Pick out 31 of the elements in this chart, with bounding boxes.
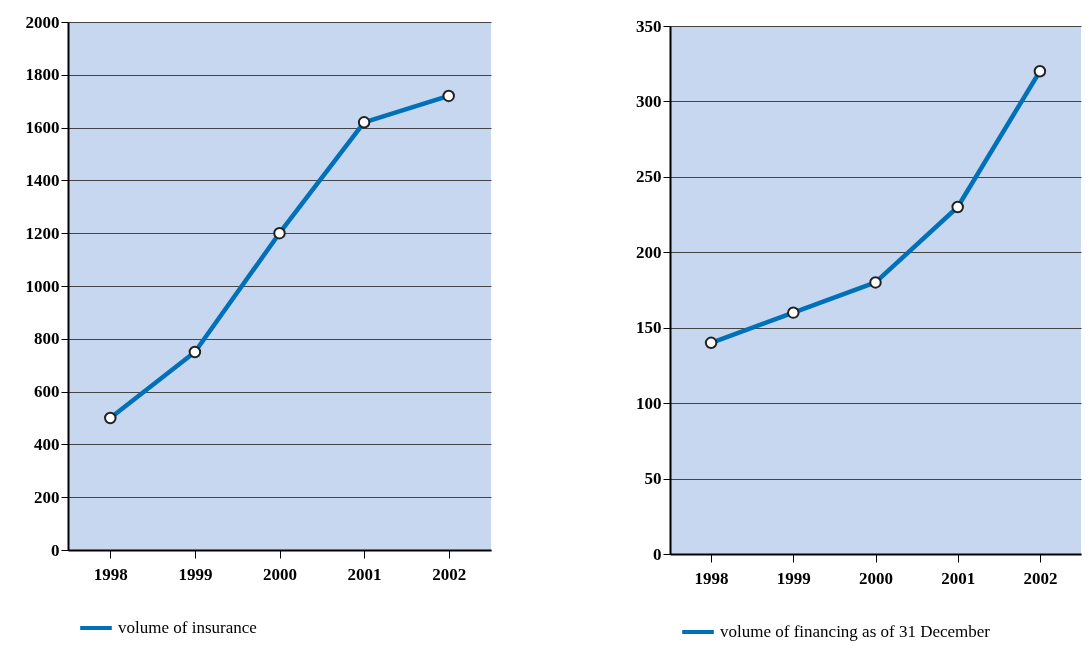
y-tick-label: 0: [51, 540, 60, 560]
y-tick-label: 800: [34, 329, 60, 349]
x-tick-label: 1998: [93, 564, 128, 584]
y-tick-label: 600: [34, 382, 60, 402]
y-tick-label: 50: [644, 469, 662, 489]
x-tick-label: 2002: [1023, 568, 1058, 588]
y-tick-label: 200: [636, 242, 662, 262]
y-tick-label: 400: [34, 434, 60, 454]
y-tick-label: 1400: [25, 170, 60, 190]
x-tick-label: 1999: [776, 568, 811, 588]
y-tick-label: 350: [636, 16, 662, 36]
y-tick-label: 200: [34, 487, 60, 507]
y-tick-label: 150: [636, 318, 662, 338]
y-tick-label: 2000: [25, 12, 60, 32]
x-tick-label: 2000: [859, 568, 893, 588]
y-tick-label: 250: [636, 167, 662, 187]
y-tick-label: 1600: [25, 118, 60, 138]
y-tick-label: 100: [636, 393, 662, 413]
x-tick-label: 2000: [263, 564, 297, 584]
y-tick-label: 1800: [25, 65, 60, 85]
x-tick-label: 1998: [694, 568, 729, 588]
x-tick-label: 1999: [178, 564, 213, 584]
x-tick-label: 2001: [347, 564, 382, 584]
x-tick-label: 2001: [941, 568, 976, 588]
y-tick-label: 1200: [25, 223, 60, 243]
x-tick-label: 2002: [432, 564, 467, 584]
legend-label: volume of financing as of 31 December: [720, 622, 991, 641]
legend-label: volume of insurance: [118, 618, 257, 637]
y-tick-label: 300: [636, 91, 662, 111]
y-tick-label: 1000: [25, 276, 60, 296]
y-tick-label: 0: [653, 544, 662, 564]
